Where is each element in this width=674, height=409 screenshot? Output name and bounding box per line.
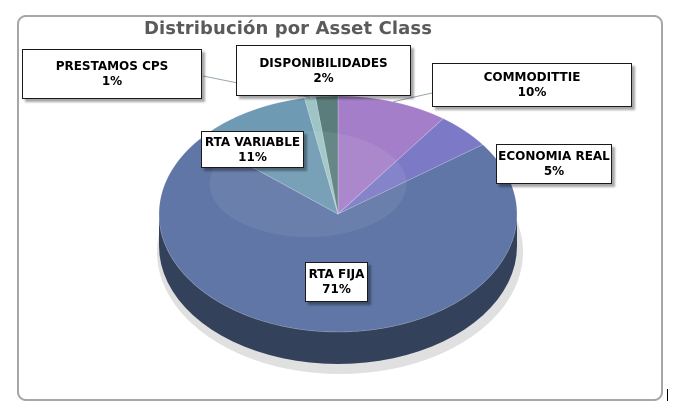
data-label-value: 5% bbox=[543, 164, 565, 178]
data-label-name: DISPONIBILIDADES bbox=[259, 55, 388, 70]
data-label-rta-fija: RTA FIJA 71% bbox=[305, 262, 368, 302]
pie-slice-rta-fija bbox=[158, 138, 518, 333]
data-label-name: PRESTAMOS CPS bbox=[55, 59, 169, 73]
data-label-value: 10% bbox=[517, 85, 547, 99]
data-label-economia-real: ECONOMIA REAL 5% bbox=[496, 144, 612, 184]
edge-mark bbox=[667, 389, 668, 401]
data-label-prestamos-cps: PRESTAMOS CPS 1% bbox=[22, 49, 202, 99]
data-label-disponibilidades: DISPONIBILIDADES 2% bbox=[236, 45, 411, 96]
pie-side-rta-fija bbox=[159, 214, 517, 364]
data-label-rta-variable: RTA VARIABLE 11% bbox=[201, 131, 304, 168]
data-label-name: COMMODITTIE bbox=[483, 70, 581, 84]
data-label-name: ECONOMIA REAL bbox=[498, 149, 610, 163]
chart-title: Distribución por Asset Class bbox=[143, 18, 433, 39]
pie-slice-economia-real bbox=[337, 118, 484, 215]
leader-line-commodittie bbox=[393, 92, 433, 103]
data-label-value: 1% bbox=[101, 74, 123, 88]
data-label-value: 71% bbox=[322, 282, 351, 296]
data-label-name: RTA VARIABLE bbox=[204, 134, 301, 149]
data-label-value: 11% bbox=[238, 149, 267, 164]
data-label-commodittie: COMMODITTIE 10% bbox=[432, 63, 632, 107]
data-label-name: RTA FIJA bbox=[308, 267, 365, 281]
data-label-value: 2% bbox=[313, 70, 334, 85]
